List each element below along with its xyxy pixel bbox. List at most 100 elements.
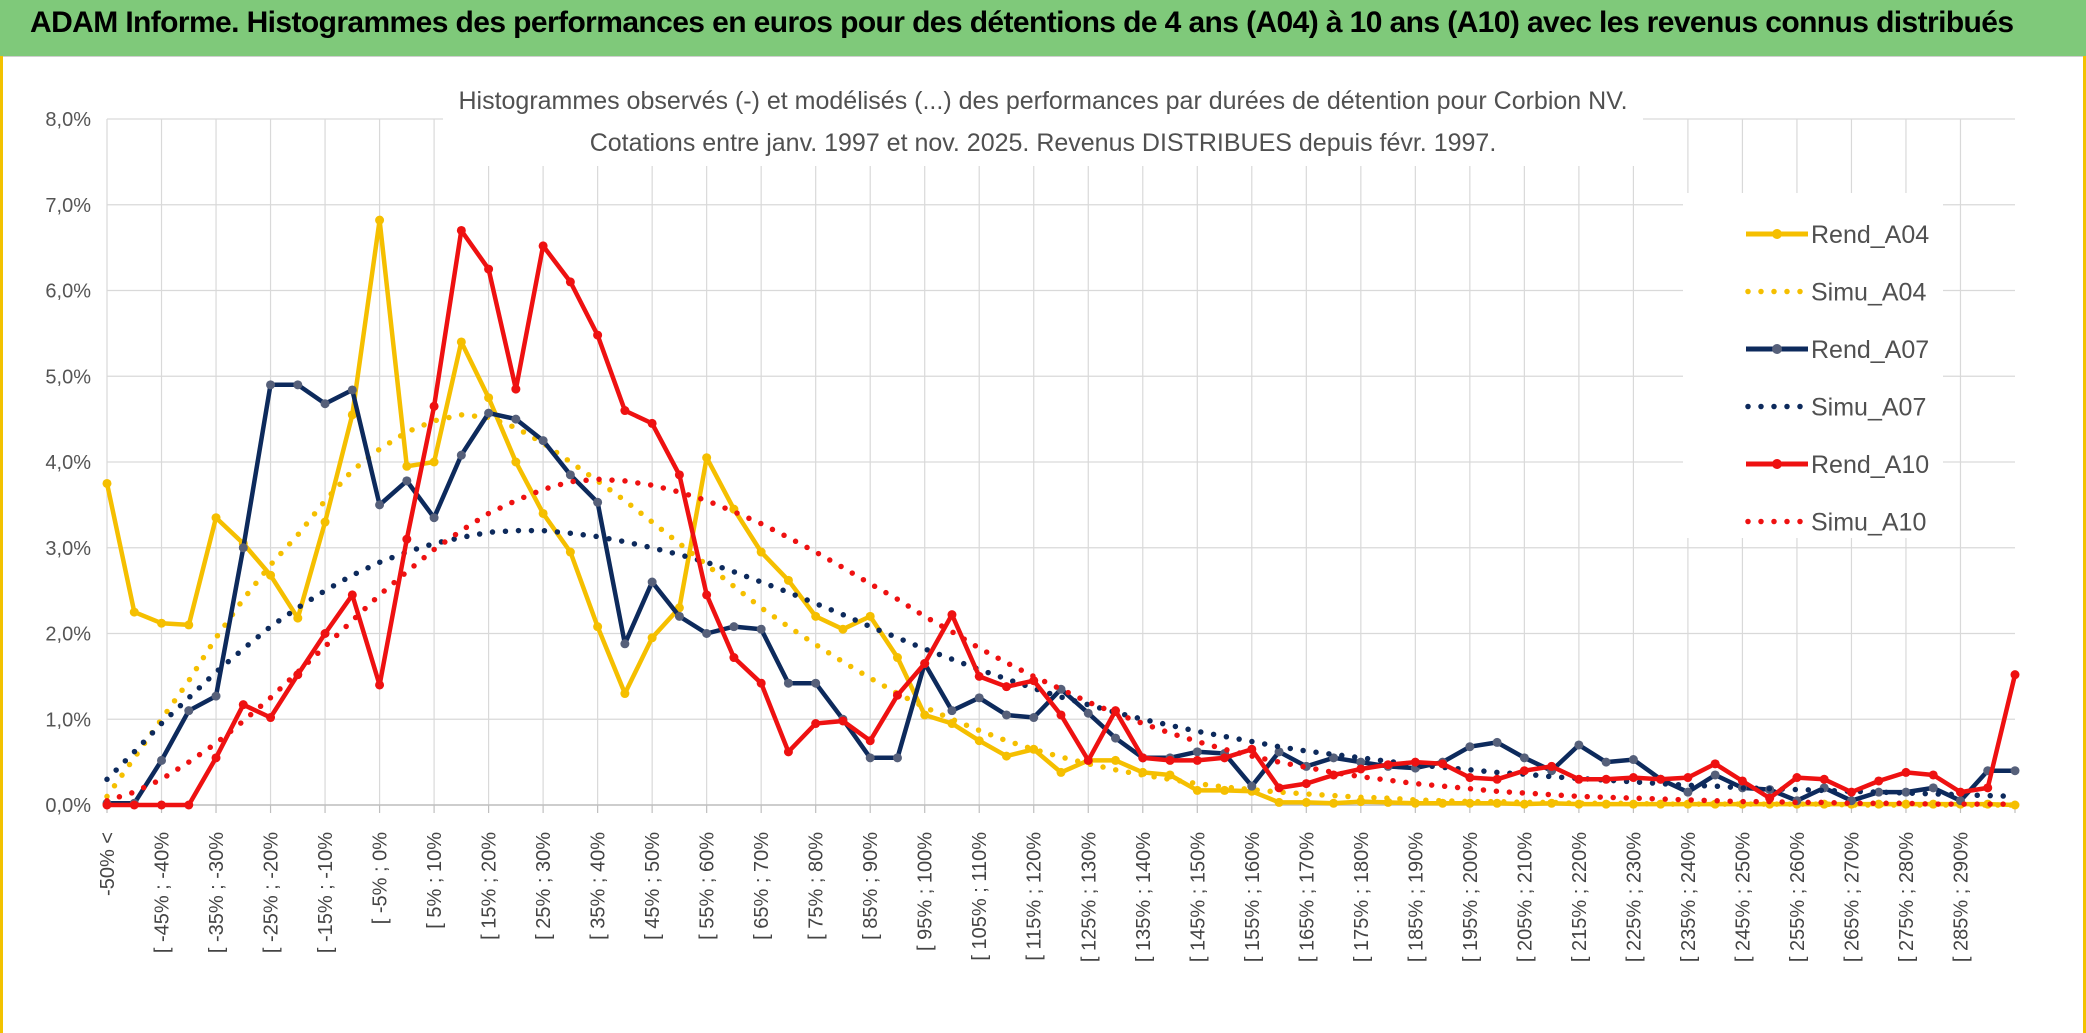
x-tick-label: [ 35% ; 40%	[588, 832, 610, 940]
data-point-rend-a07	[756, 624, 766, 634]
x-tick-label: [ -35% ; -30%	[206, 832, 228, 953]
legend-label-simu-a10: Simu_A10	[1811, 509, 1926, 537]
legend: Rend_A04 Simu_A04 Rend_A07 Simu_A07 Rend_A10…	[1745, 221, 1929, 537]
data-point-rend-a04	[484, 393, 494, 403]
data-point-rend-a04	[620, 689, 630, 699]
x-tick-label: [ 65% ; 70%	[751, 832, 773, 940]
x-tick-label: [ 225% ; 230%	[1623, 832, 1645, 962]
x-tick-label: [ 265% ; 270%	[1841, 832, 1863, 962]
x-tick-label: [ 5% ; 10%	[424, 832, 446, 929]
data-point-rend-a07	[947, 706, 957, 716]
data-point-rend-a10	[1792, 773, 1802, 783]
data-point-rend-a04	[1465, 798, 1475, 808]
data-point-rend-a07	[320, 399, 330, 409]
data-point-rend-a04	[702, 453, 712, 463]
x-tick-label: [ -15% ; -10%	[315, 832, 337, 953]
data-point-rend-a10	[1683, 773, 1693, 783]
data-point-rend-a07	[1465, 742, 1475, 752]
legend-label-rend-a04: Rend_A04	[1811, 221, 1929, 249]
data-point-rend-a04	[320, 517, 330, 527]
data-point-rend-a07	[865, 753, 875, 763]
data-point-rend-a07	[266, 380, 276, 390]
x-axis: -50% < [ -45% ; -40% [ -35% ; -30% [ -25% ;…	[97, 804, 2016, 962]
data-point-rend-a07	[1874, 787, 1884, 797]
data-point-rend-a07	[429, 513, 439, 523]
data-point-rend-a10	[157, 800, 167, 810]
x-tick-label: [ 275% ; 280%	[1896, 832, 1918, 962]
data-point-rend-a04	[293, 613, 303, 623]
data-point-rend-a10	[1029, 676, 1039, 686]
chart-title-background	[443, 81, 1643, 166]
data-point-rend-a10	[484, 264, 494, 274]
y-tick-label: 5,0%	[45, 366, 91, 388]
data-point-rend-a07	[375, 500, 385, 510]
data-point-rend-a10	[1737, 776, 1747, 786]
chart-canvas: 0,0% 1,0% 2,0% 3,0% 4,0% 5,0% 6,0% 7,0% 8,0% -50…	[45, 81, 2020, 962]
x-tick-label: [ 185% ; 190%	[1405, 832, 1427, 962]
data-point-rend-a07	[511, 414, 521, 424]
data-point-rend-a10	[892, 690, 902, 700]
data-point-rend-a10	[238, 700, 248, 710]
data-point-rend-a10	[1547, 761, 1557, 771]
data-point-rend-a10	[1356, 764, 1366, 774]
x-tick-label: -50% <	[97, 832, 119, 896]
data-point-rend-a04	[811, 611, 821, 621]
x-tick-label: [ 15% ; 20%	[479, 832, 501, 940]
data-point-rend-a07	[1928, 783, 1938, 793]
legend-marker-rend-a10	[1772, 459, 1782, 469]
data-point-rend-a04	[565, 547, 575, 557]
data-point-rend-a04	[892, 653, 902, 663]
data-point-rend-a10	[1846, 787, 1856, 797]
data-point-rend-a07	[811, 678, 821, 688]
data-point-rend-a10	[429, 401, 439, 411]
data-point-rend-a10	[320, 629, 330, 638]
data-point-rend-a10	[920, 659, 930, 669]
data-point-rend-a07	[1710, 770, 1720, 780]
data-point-rend-a04	[184, 620, 194, 630]
data-point-rend-a04	[402, 461, 412, 471]
x-tick-label: [ 245% ; 250%	[1732, 832, 1754, 962]
data-point-rend-a04	[347, 410, 357, 420]
data-point-rend-a07	[211, 691, 221, 701]
data-point-rend-a10	[1301, 779, 1311, 789]
data-point-rend-a10	[129, 800, 139, 810]
data-point-rend-a10	[593, 330, 603, 340]
data-point-rend-a10	[102, 800, 112, 810]
data-point-rend-a10	[620, 406, 630, 416]
data-point-rend-a07	[1519, 753, 1529, 763]
data-point-rend-a04	[974, 736, 984, 746]
x-tick-label: [ 215% ; 220%	[1569, 832, 1591, 962]
data-point-rend-a07	[1274, 747, 1284, 757]
data-point-rend-a07	[1001, 710, 1011, 720]
data-point-rend-a10	[783, 747, 793, 757]
x-tick-label: [ 85% ; 90%	[860, 832, 882, 940]
data-point-rend-a07	[347, 385, 357, 395]
data-point-rend-a07	[1356, 757, 1366, 767]
data-point-rend-a10	[1983, 783, 1993, 793]
data-point-rend-a07	[1247, 781, 1257, 791]
y-tick-label: 0,0%	[45, 795, 91, 817]
data-point-rend-a07	[1574, 740, 1584, 750]
report-banner: ADAM Informe. Histogrammes des performan…	[0, 0, 2086, 57]
x-tick-label: [ 175% ; 180%	[1351, 832, 1373, 962]
data-point-rend-a10	[756, 678, 766, 688]
data-point-rend-a04	[838, 624, 848, 634]
data-point-rend-a04	[1356, 797, 1366, 807]
data-point-rend-a07	[1111, 733, 1121, 743]
legend-label-rend-a10: Rend_A10	[1811, 451, 1929, 479]
data-point-rend-a07	[702, 629, 712, 638]
x-tick-label: [ 125% ; 130%	[1078, 832, 1100, 962]
legend-label-rend-a07: Rend_A07	[1811, 336, 1929, 364]
data-point-rend-a07	[484, 408, 494, 418]
series-line-simu-a10	[104, 476, 2018, 807]
data-point-rend-a10	[1874, 776, 1884, 786]
x-tick-label: [ -25% ; -20%	[261, 832, 283, 953]
data-point-rend-a04	[756, 547, 766, 557]
y-tick-label: 4,0%	[45, 452, 91, 474]
legend-marker-rend-a07	[1772, 344, 1782, 354]
data-point-rend-a10	[1955, 787, 1965, 797]
data-point-rend-a04	[456, 337, 466, 347]
x-tick-label: [ 25% ; 30%	[533, 832, 555, 940]
data-point-rend-a07	[238, 543, 248, 553]
report-title: ADAM Informe. Histogrammes des performan…	[30, 6, 2014, 39]
